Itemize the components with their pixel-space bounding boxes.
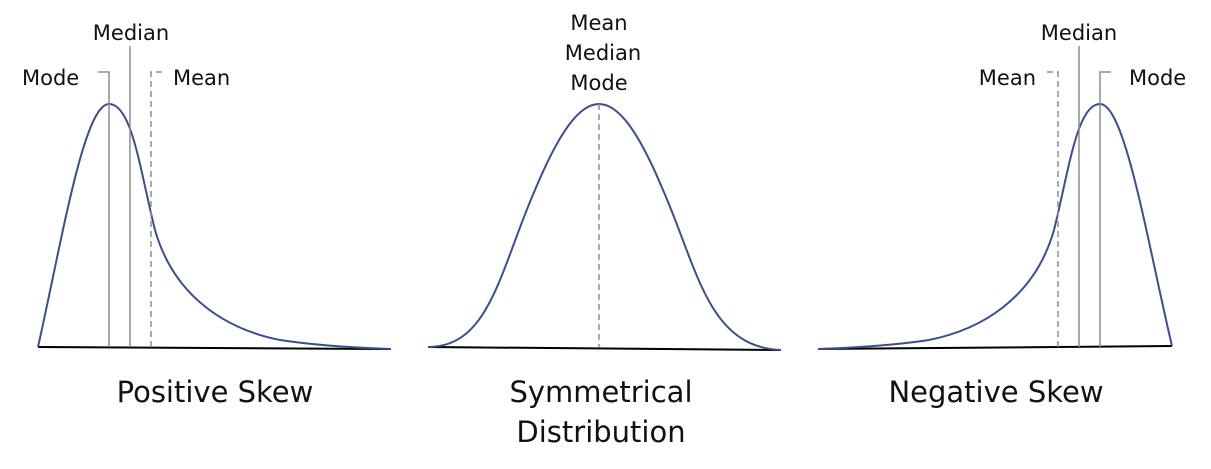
mean-line [150, 71, 162, 347]
symmetrical-curve [427, 102, 782, 351]
mean-label: Mean [173, 66, 230, 90]
panel-positive-skew: Mode Median Mean Positive Skew [22, 21, 392, 409]
median-label: Median [565, 41, 641, 65]
baseline-axis [817, 345, 1173, 350]
caption: Negative Skew [888, 375, 1103, 409]
positive-skew-curve [37, 102, 392, 350]
panel-symmetrical-distribution: Mean Median Mode Symmetrical Distributio… [427, 11, 782, 449]
mean-line [1047, 71, 1059, 347]
caption: Positive Skew [117, 375, 314, 409]
mode-line [98, 71, 110, 347]
baseline-axis [37, 346, 392, 350]
mode-label: Mode [22, 66, 79, 90]
mean-label: Mean [979, 66, 1036, 90]
median-label: Median [1041, 21, 1117, 45]
mode-label: Mode [570, 71, 627, 95]
caption-line-1: Symmetrical [509, 375, 692, 409]
negative-skew-curve [817, 102, 1173, 350]
panel-negative-skew: Mean Median Mode Negative Skew [817, 21, 1186, 409]
median-label: Median [93, 21, 169, 45]
caption-line-2: Distribution [516, 415, 685, 449]
mean-label: Mean [570, 11, 627, 35]
mode-label: Mode [1129, 66, 1186, 90]
mode-line [1099, 71, 1111, 347]
baseline-axis [427, 346, 782, 351]
